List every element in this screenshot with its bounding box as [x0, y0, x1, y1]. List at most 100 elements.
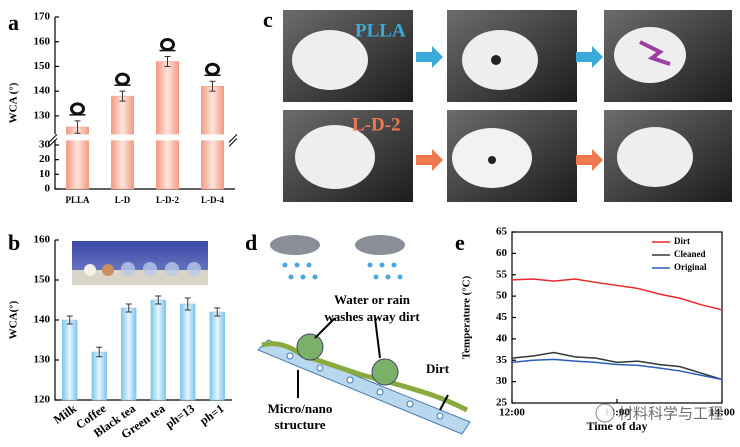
- sample-label: L-D-2: [352, 114, 401, 135]
- panel-label: a: [8, 10, 19, 35]
- error-bar: [214, 307, 221, 317]
- panel-label: c: [263, 7, 273, 32]
- y-axis-label: Temperature (°C): [461, 275, 473, 359]
- error-bar: [184, 297, 191, 311]
- y-tick-label: 160: [34, 35, 51, 47]
- y-tick-label: 0: [45, 183, 51, 195]
- x-tick-label: L-D: [115, 195, 131, 205]
- x-tick-label: L-D-4: [201, 195, 224, 205]
- y-tick-label: 45: [496, 311, 508, 323]
- x-tick-label: PLLA: [65, 195, 90, 205]
- error-bar: [164, 56, 171, 67]
- photo-panel: c PLLA L-D-2: [263, 7, 732, 202]
- annotation: washes away dirt: [324, 309, 420, 324]
- stain: [639, 40, 671, 66]
- watermark-text: 材料科学与工程: [618, 405, 723, 423]
- bar: [62, 319, 78, 401]
- line: [511, 358, 723, 381]
- droplet-icon: [70, 102, 85, 116]
- bar: [121, 307, 137, 401]
- bar: [180, 303, 196, 401]
- y-tick-label: 150: [34, 274, 51, 286]
- y-tick-label: 150: [34, 60, 51, 72]
- error-bar: [74, 120, 81, 134]
- y-tick-label: 10: [39, 168, 51, 180]
- y-tick-label: 65: [496, 226, 508, 238]
- membrane: [617, 127, 693, 187]
- bar: [111, 95, 134, 190]
- water-droplet: [296, 333, 324, 361]
- y-tick-label: 60: [496, 247, 508, 259]
- annotation: structure: [274, 417, 325, 432]
- arrow: [576, 46, 603, 68]
- error-bar: [155, 295, 162, 305]
- raindrops: [282, 262, 403, 280]
- membrane: [295, 125, 375, 189]
- break-mark: [48, 134, 238, 147]
- x-tick-label: ph=13: [163, 401, 197, 431]
- error-bar: [125, 303, 132, 313]
- y-tick-label: 30: [39, 139, 51, 151]
- y-tick-label: 160: [34, 234, 51, 246]
- x-tick-label: ph=1: [197, 401, 226, 427]
- dirt: [491, 55, 501, 65]
- micro-structure: [286, 352, 444, 420]
- y-axis-label: WCA(°): [8, 300, 20, 339]
- legend-label: Dirt: [674, 236, 690, 246]
- error-bar: [66, 315, 73, 325]
- x-tick-label: 14:00: [709, 407, 735, 419]
- droplet-icon: [205, 62, 220, 76]
- arrow: [416, 46, 443, 68]
- y-tick-label: 35: [496, 354, 508, 366]
- y-tick-label: 40: [496, 332, 508, 344]
- x-axis-label: Time of day: [586, 419, 647, 433]
- membrane: [614, 27, 686, 83]
- dirt-layer: [261, 341, 469, 413]
- y-tick-label: 130: [34, 109, 51, 121]
- y-tick-label: 30: [496, 375, 508, 387]
- legend-label: Cleaned: [674, 249, 706, 259]
- pointer-arrow: [297, 317, 449, 411]
- axis-frame: [54, 240, 232, 401]
- inset-photo: [72, 241, 208, 285]
- x-tick-label: 12:00: [499, 407, 525, 419]
- droplet-icon: [160, 38, 175, 52]
- x-tick-label: L-D-2: [156, 195, 179, 205]
- y-tick-label: 140: [34, 85, 51, 97]
- arrow: [416, 149, 443, 171]
- error-bar: [119, 90, 126, 102]
- y-tick-label: 55: [496, 268, 508, 280]
- panel-label: e: [455, 230, 465, 255]
- y-axis-label: WCA (°): [8, 82, 20, 123]
- annotation: Micro/nano: [268, 401, 333, 416]
- y-tick-label: 50: [496, 290, 508, 302]
- error-bar: [96, 346, 103, 358]
- panel-label: b: [8, 230, 20, 255]
- bar: [91, 351, 107, 401]
- diagram: d Water or rain washes away dirt Dirt Mi…: [245, 230, 471, 435]
- membrane: [292, 30, 368, 90]
- y-tick-label: 25: [496, 397, 508, 409]
- annotation: Water or rain: [334, 292, 411, 307]
- dirt: [488, 156, 496, 164]
- cloud: [270, 235, 320, 255]
- watermark: 材料科学与工程: [595, 403, 723, 423]
- bar: [209, 311, 225, 401]
- y-tick-label: 140: [34, 314, 51, 326]
- bar: [156, 61, 179, 190]
- sample-label: PLLA: [355, 20, 406, 41]
- bar: [150, 299, 166, 401]
- line: [511, 278, 723, 311]
- axis-break: [49, 134, 241, 141]
- y-tick-label: 20: [39, 153, 51, 165]
- y-tick-label: 130: [34, 354, 51, 366]
- cloud: [355, 235, 405, 255]
- panel-label: d: [245, 230, 257, 255]
- water-droplet: [371, 358, 399, 386]
- droplet-icon: [115, 72, 130, 86]
- line: [511, 351, 723, 381]
- y-tick-label: 170: [34, 11, 51, 23]
- arrow: [576, 149, 603, 171]
- annotation: Dirt: [426, 361, 450, 376]
